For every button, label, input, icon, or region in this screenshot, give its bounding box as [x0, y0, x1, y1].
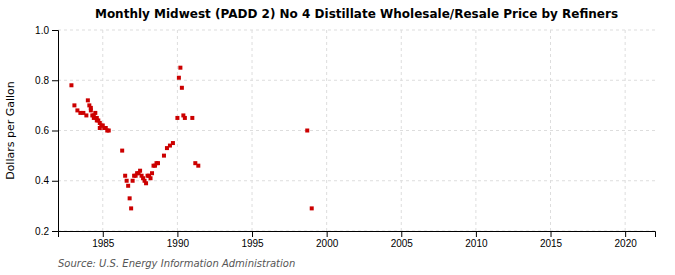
tick-label: 2000 — [316, 238, 339, 249]
point — [156, 161, 160, 165]
point — [180, 86, 184, 90]
point — [162, 154, 166, 158]
point — [107, 129, 111, 133]
point — [138, 169, 142, 173]
point — [84, 113, 88, 117]
tick-label: 2005 — [391, 238, 414, 249]
tick-mark — [52, 231, 58, 232]
tick-mark — [252, 231, 253, 237]
point — [310, 206, 314, 210]
point — [126, 184, 130, 188]
tick-label: 1985 — [92, 238, 115, 249]
tick-mark — [177, 231, 178, 237]
point — [150, 171, 154, 175]
tick-label: 0.6 — [35, 125, 49, 136]
tick: 0.2 — [35, 226, 58, 237]
tick: 2020 — [615, 231, 638, 249]
axis-line — [52, 31, 59, 232]
grid — [58, 30, 655, 231]
tick-label: 2010 — [465, 238, 488, 249]
tick-label: 0.8 — [35, 75, 49, 86]
x-axis: 1985 1990 1995 2000 2005 2010 2015 2020 — [59, 231, 656, 249]
axis-line — [59, 232, 656, 238]
tick: 2015 — [540, 231, 563, 249]
plot: 198519901995200020052010201520200.20.40.… — [35, 25, 655, 249]
tick-mark — [52, 181, 58, 182]
tick-label: 2020 — [615, 238, 638, 249]
grid-line — [475, 30, 476, 231]
tick-mark — [52, 131, 58, 132]
tick: 1985 — [92, 231, 115, 249]
point — [178, 66, 182, 70]
point — [95, 118, 99, 122]
tick-label: 0.2 — [35, 226, 49, 237]
chart: 198519901995200020052010201520200.20.40.… — [0, 0, 675, 275]
point — [190, 116, 194, 120]
tick: 2010 — [465, 231, 488, 249]
tick-mark — [52, 80, 58, 81]
tick-label: 1.0 — [35, 25, 49, 36]
tick: 1990 — [167, 231, 190, 249]
tick-mark — [625, 231, 626, 237]
annotation: Source: U.S. Energy Information Administ… — [58, 258, 295, 269]
tick-mark — [476, 231, 477, 237]
point — [149, 176, 153, 180]
point — [89, 106, 93, 110]
point — [171, 141, 175, 145]
point — [72, 103, 76, 107]
tick: 0.8 — [35, 75, 58, 86]
tick-mark — [52, 30, 58, 31]
tick-label: 2015 — [540, 238, 563, 249]
point — [175, 116, 179, 120]
point — [123, 174, 127, 178]
tick-label: 1990 — [167, 238, 190, 249]
tick-label: 1995 — [241, 238, 264, 249]
tick-mark — [327, 231, 328, 237]
grid-line — [58, 130, 655, 131]
tick-mark — [103, 231, 104, 237]
point — [69, 83, 73, 87]
grid-line — [58, 30, 655, 31]
point — [120, 149, 124, 153]
y-axis-title: Dollars per Gallon — [4, 81, 17, 180]
points — [69, 66, 313, 211]
point — [144, 181, 148, 185]
tick: 1995 — [241, 231, 264, 249]
point — [128, 196, 132, 200]
point — [177, 76, 181, 80]
point — [125, 179, 129, 183]
tick: 2000 — [316, 231, 339, 249]
grid-line — [58, 80, 655, 81]
tick: 0.6 — [35, 125, 58, 136]
tick-mark — [551, 231, 552, 237]
tick: 2005 — [391, 231, 414, 249]
tick-mark — [401, 231, 402, 237]
point — [183, 116, 187, 120]
y-axis: 0.2 0.4 0.6 0.8 1.0 — [35, 25, 58, 237]
point — [305, 129, 309, 133]
point — [131, 179, 135, 183]
grid-line — [58, 180, 655, 181]
point — [129, 206, 133, 210]
tick-label: 0.4 — [35, 175, 49, 186]
point — [196, 164, 200, 168]
title: Monthly Midwest (PADD 2) No 4 Distillate… — [95, 7, 618, 21]
point — [92, 113, 96, 117]
grid-line — [326, 30, 327, 231]
point — [86, 98, 90, 102]
tick: 0.4 — [35, 175, 58, 186]
grid-line — [177, 30, 178, 231]
tick: 1.0 — [35, 25, 58, 36]
